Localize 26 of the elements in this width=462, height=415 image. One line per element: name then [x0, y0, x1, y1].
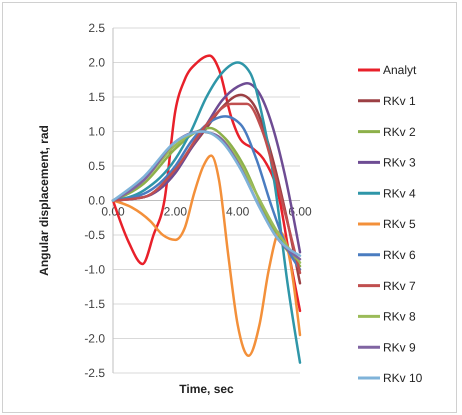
legend-label: Analyt [383, 63, 418, 78]
y-tick-label: -1.0 [84, 262, 106, 277]
legend-label: RKv 2 [383, 124, 416, 139]
y-tick-label: 0.0 [88, 194, 106, 208]
legend-label: RKv 9 [383, 340, 416, 354]
legend-label: RKv 1 [383, 94, 416, 108]
y-tick-label: 2.0 [88, 56, 106, 70]
y-tick-label: 2.5 [88, 21, 106, 36]
x-tick-label: 2.00 [164, 204, 188, 218]
legend-label: RKv 7 [383, 278, 416, 293]
legend-label: RKv 8 [383, 310, 416, 324]
legend-label: RKv 6 [383, 248, 416, 262]
y-tick-label: -2.5 [84, 366, 106, 380]
x-axis-title: Time, sec [179, 382, 234, 396]
y-tick-label: 1.0 [88, 124, 106, 139]
y-axis-title: Angular displacement, rad [37, 125, 51, 276]
legend-label: RKv 10 [383, 371, 423, 386]
legend-label: RKv 5 [383, 217, 416, 232]
y-tick-label: 1.5 [88, 90, 106, 104]
y-tick-label: -0.5 [84, 228, 106, 242]
y-tick-label: 0.5 [88, 159, 106, 174]
x-tick-label: 4.00 [226, 204, 250, 218]
legend-label: RKv 4 [383, 186, 416, 200]
y-tick-label: -2.0 [84, 332, 106, 346]
legend-label: RKv 3 [383, 156, 416, 170]
y-tick-label: -1.5 [84, 297, 106, 312]
